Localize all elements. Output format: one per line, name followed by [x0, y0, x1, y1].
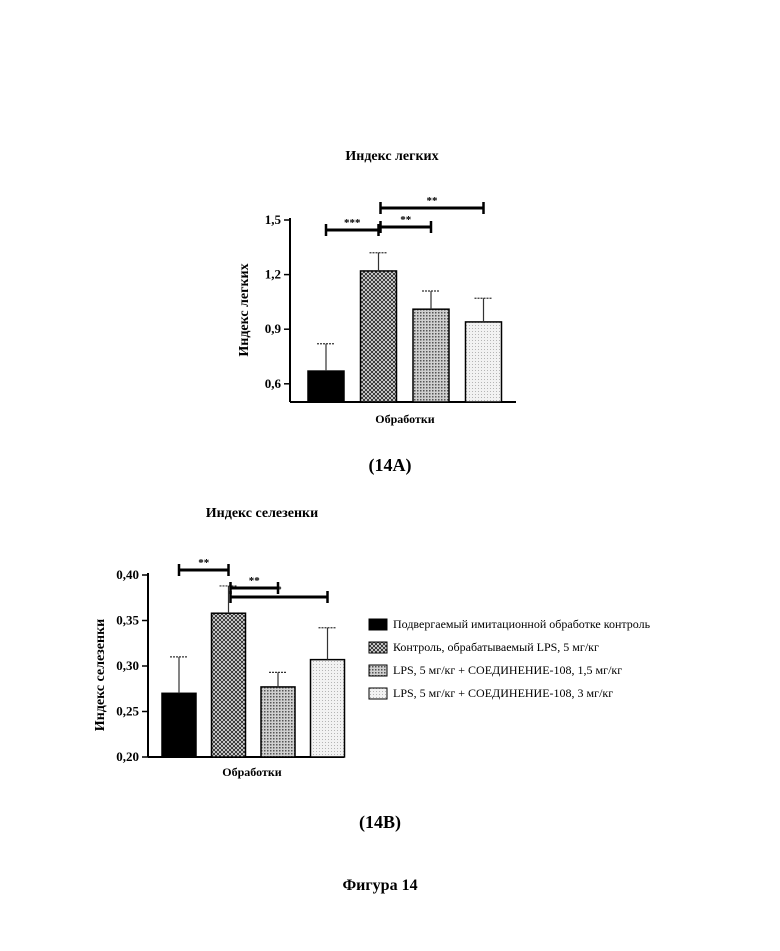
legend-label: LPS, 5 мг/кг + СОЕДИНЕНИЕ-108, 3 мг/кг: [393, 686, 613, 700]
y-tick-label: 1,5: [265, 212, 282, 227]
plot-area: 1,51,20,90,6*******: [265, 195, 516, 402]
chart-title: Индекс селезенки: [206, 506, 318, 521]
plot-area: 0,400,350,300,250,20*****: [116, 557, 344, 764]
bar: [311, 660, 345, 757]
legend-label: Контроль, обрабатываемый LPS, 5 мг/кг: [393, 640, 599, 654]
y-tick-label: 0,6: [265, 376, 282, 391]
legend-swatch: [369, 688, 387, 699]
x-axis-label: Обработки: [375, 412, 435, 426]
panel-label: (14A): [369, 455, 412, 476]
y-tick-label: 0,35: [116, 613, 139, 628]
bar: [308, 371, 344, 402]
y-tick-label: 0,20: [116, 749, 139, 764]
y-axis-label: Индекс легких: [237, 263, 252, 356]
y-tick-label: 0,30: [116, 658, 139, 673]
bar: [162, 693, 196, 757]
legend-swatch: [369, 665, 387, 676]
chart-spleen-index: Индекс селезенки Индекс селезенки Обрабо…: [93, 506, 651, 833]
y-axis-label: Индекс селезенки: [93, 619, 108, 731]
x-axis-label: Обработки: [222, 765, 282, 779]
significance-label: ***: [344, 217, 361, 229]
y-tick-label: 0,9: [265, 321, 282, 336]
significance-label: *: [276, 584, 282, 596]
y-tick-label: 1,2: [265, 267, 281, 282]
bar: [261, 687, 295, 757]
significance-label: **: [400, 214, 412, 226]
y-tick-label: 0,25: [116, 704, 139, 719]
chart-lung-index: Индекс легких Индекс легких Обработки 1,…: [237, 149, 516, 476]
bar: [413, 309, 449, 402]
y-tick-label: 0,40: [116, 567, 139, 582]
legend: Подвергаемый имитационной обработке конт…: [369, 617, 651, 700]
chart-title: Индекс легких: [345, 149, 438, 164]
significance-label: **: [198, 557, 210, 569]
bar: [466, 322, 502, 402]
legend-swatch: [369, 642, 387, 653]
legend-swatch: [369, 619, 387, 630]
bar: [361, 271, 397, 402]
bar: [212, 613, 246, 757]
significance-label: **: [427, 195, 439, 207]
legend-label: LPS, 5 мг/кг + СОЕДИНЕНИЕ-108, 1,5 мг/кг: [393, 663, 622, 677]
legend-label: Подвергаемый имитационной обработке конт…: [393, 617, 651, 631]
panel-label: (14B): [359, 812, 401, 833]
significance-label: **: [249, 575, 261, 587]
figure-caption: Фигура 14: [342, 877, 417, 894]
